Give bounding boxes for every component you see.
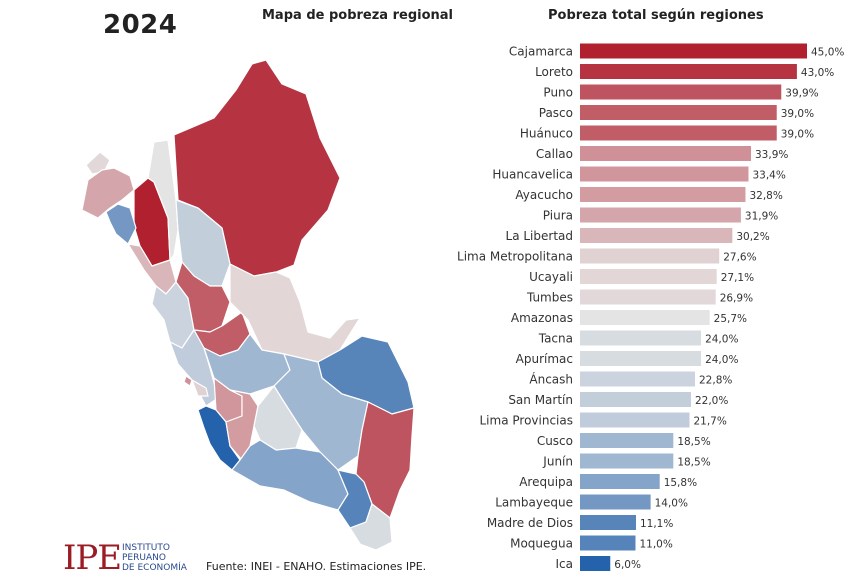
bar-lima-provincias xyxy=(580,412,690,428)
logo-text: INSTITUTO PERUANO DE ECONOMÍA xyxy=(122,543,222,573)
value-label-puno: 39,9% xyxy=(785,88,818,100)
bar-ancash xyxy=(580,371,696,387)
category-label-callao: Callao xyxy=(536,147,573,161)
category-label-la-libertad: La Libertad xyxy=(506,229,573,243)
map-region-lambayeque xyxy=(105,203,137,245)
category-label-lima-metropolitana: Lima Metropolitana xyxy=(457,250,573,264)
map-region-callao xyxy=(183,375,193,387)
value-label-junin: 18,5% xyxy=(677,457,710,469)
bar-amazonas xyxy=(580,310,710,325)
value-label-ica: 6,0% xyxy=(614,559,641,571)
map-region-amazonas xyxy=(147,139,179,261)
bar-madre-de-dios xyxy=(580,515,636,530)
map-region-arequipa xyxy=(231,439,349,511)
category-label-madre-de-dios: Madre de Dios xyxy=(487,516,573,530)
category-label-ayacucho: Ayacucho xyxy=(515,188,573,202)
value-label-callao: 33,9% xyxy=(755,149,788,161)
bar-ucayali xyxy=(580,269,717,284)
bar-moquegua xyxy=(580,535,636,551)
value-label-ancash: 22,8% xyxy=(699,375,732,387)
category-label-junin: Junín xyxy=(542,455,573,469)
logo-mark: IPE xyxy=(63,538,122,578)
category-label-ancash: Áncash xyxy=(529,372,573,387)
map-region-tumbes xyxy=(85,151,111,175)
value-label-apurimac: 24,0% xyxy=(705,354,738,366)
bar-piura xyxy=(580,207,741,223)
bar-callao xyxy=(580,146,752,161)
category-label-tacna: Tacna xyxy=(538,332,573,346)
category-label-lima-provincias: Lima Provincias xyxy=(480,414,574,428)
bar-loreto xyxy=(580,64,797,79)
bar-cajamarca xyxy=(580,43,807,59)
category-label-amazonas: Amazonas xyxy=(511,311,573,325)
value-label-loreto: 43,0% xyxy=(801,67,834,79)
value-label-huancavelica: 33,4% xyxy=(752,170,785,182)
map-title: Mapa de pobreza regional xyxy=(262,8,454,23)
category-label-cajamarca: Cajamarca xyxy=(509,45,573,59)
category-label-apurimac: Apurímac xyxy=(516,352,573,366)
value-label-madre-de-dios: 11,1% xyxy=(640,518,673,530)
value-label-piura: 31,9% xyxy=(745,211,778,223)
category-label-pasco: Pasco xyxy=(539,106,573,120)
bar-ica xyxy=(580,556,611,571)
category-label-moquegua: Moquegua xyxy=(510,537,573,551)
map-region-piura xyxy=(81,167,135,219)
category-label-piura: Piura xyxy=(543,209,573,223)
value-label-tumbes: 26,9% xyxy=(720,293,753,305)
bar-san-martin xyxy=(580,392,691,407)
category-label-arequipa: Arequipa xyxy=(519,475,573,489)
chart-title: Pobreza total según regiones xyxy=(548,8,764,23)
bar-cusco xyxy=(580,433,674,448)
category-label-tumbes: Tumbes xyxy=(526,291,573,305)
category-label-ucayali: Ucayali xyxy=(529,270,573,284)
bar-huancavelica xyxy=(580,166,749,182)
category-label-ica: Ica xyxy=(556,557,574,571)
category-label-lambayeque: Lambayeque xyxy=(495,496,573,510)
value-label-amazonas: 25,7% xyxy=(714,313,747,325)
bar-junin xyxy=(580,453,674,469)
bar-puno xyxy=(580,84,782,100)
value-label-la-libertad: 30,2% xyxy=(736,231,769,243)
bar-la-libertad xyxy=(580,228,733,243)
bar-arequipa xyxy=(580,474,660,489)
bar-pasco xyxy=(580,105,777,120)
category-label-san-martin: San Martín xyxy=(508,393,573,407)
value-label-ucayali: 27,1% xyxy=(721,272,754,284)
value-label-moquegua: 11,0% xyxy=(639,539,672,551)
source-note: Fuente: INEI - ENAHO. Estimaciones IPE. xyxy=(206,560,427,573)
map-region-lima-metropolitana xyxy=(191,379,209,397)
bar-apurimac xyxy=(580,351,702,366)
value-label-san-martin: 22,0% xyxy=(695,395,728,407)
bar-tumbes xyxy=(580,289,716,305)
logo-line-1: INSTITUTO xyxy=(122,543,170,553)
bar-tacna xyxy=(580,330,702,346)
category-label-huanuco: Huánuco xyxy=(520,127,573,141)
value-label-arequipa: 15,8% xyxy=(664,477,697,489)
bar-lima-metropolitana xyxy=(580,248,720,264)
value-label-tacna: 24,0% xyxy=(705,334,738,346)
logo-line-2: PERUANO xyxy=(122,553,166,563)
value-label-lima-metropolitana: 27,6% xyxy=(723,252,756,264)
category-label-cusco: Cusco xyxy=(537,434,573,448)
logo-line-3: DE ECONOMÍA xyxy=(122,563,187,573)
category-label-puno: Puno xyxy=(543,86,573,100)
map-region-ucayali xyxy=(229,263,361,363)
bar-huanuco xyxy=(580,125,777,141)
value-label-pasco: 39,0% xyxy=(781,108,814,120)
category-label-huancavelica: Huancavelica xyxy=(492,168,573,182)
category-label-loreto: Loreto xyxy=(535,65,573,79)
value-label-cusco: 18,5% xyxy=(677,436,710,448)
peru-poverty-map xyxy=(81,59,415,551)
bar-lambayeque xyxy=(580,494,651,510)
bar-ayacucho xyxy=(580,187,746,202)
value-label-huanuco: 39,0% xyxy=(781,129,814,141)
value-label-lima-provincias: 21,7% xyxy=(693,416,726,428)
value-label-lambayeque: 14,0% xyxy=(655,498,688,510)
value-label-ayacucho: 32,8% xyxy=(749,190,782,202)
year-title: 2024 xyxy=(103,10,178,40)
value-label-cajamarca: 45,0% xyxy=(811,47,844,59)
map-region-tacna xyxy=(349,503,393,551)
